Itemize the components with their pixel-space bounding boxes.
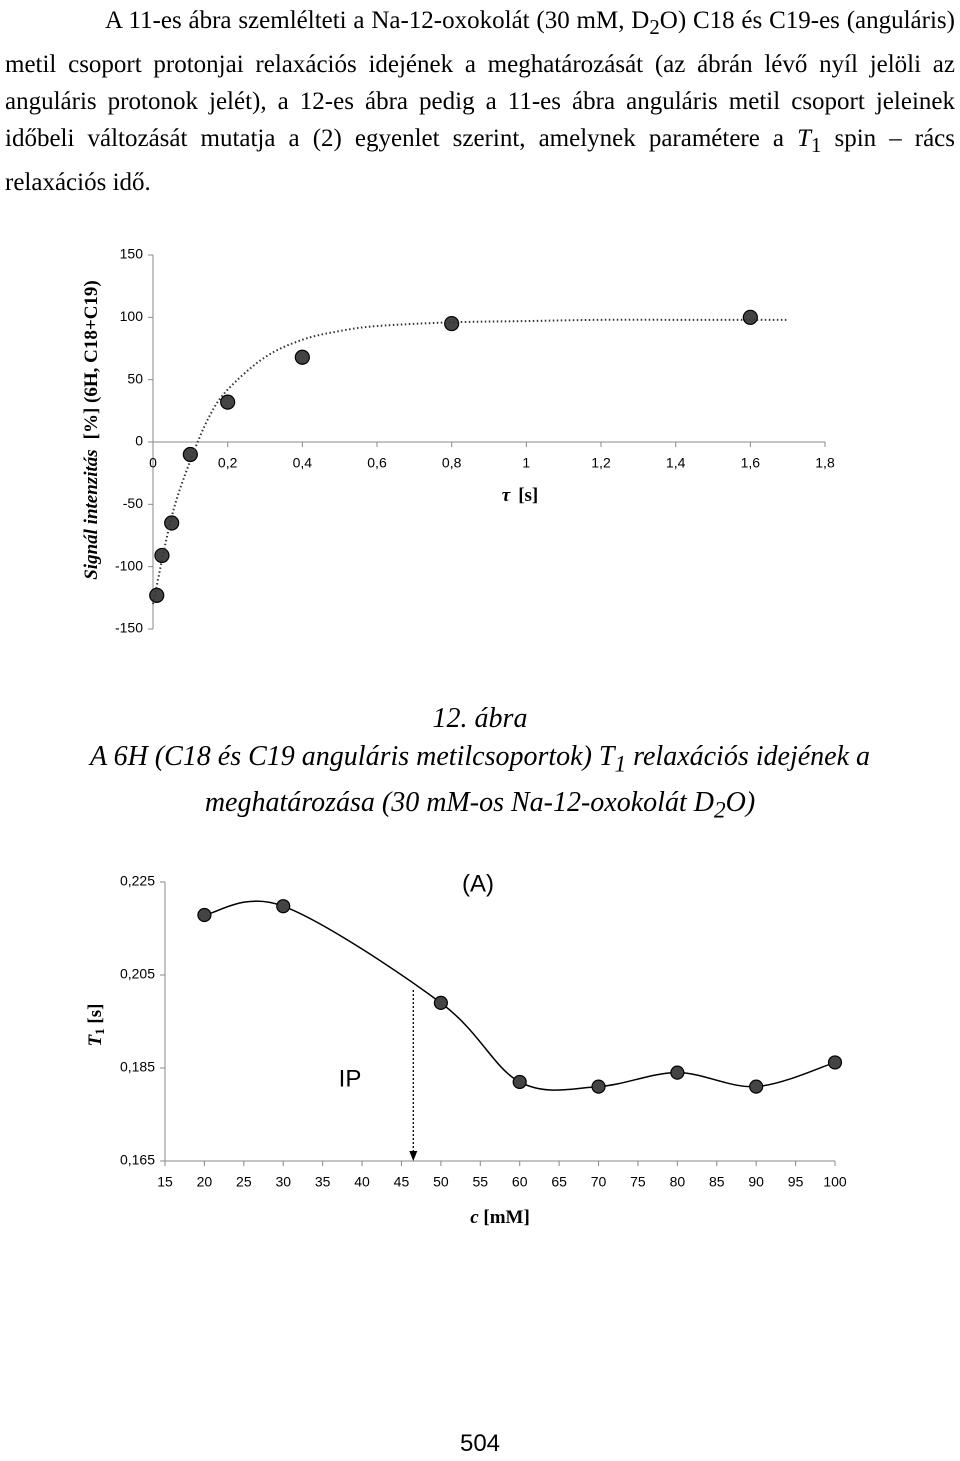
- x-tick-label: 95: [788, 1174, 804, 1190]
- fit-curve: [152, 318, 788, 605]
- annotation: (A): [462, 870, 494, 897]
- x-title-part: c: [470, 1207, 479, 1228]
- subscript: 2: [713, 797, 726, 824]
- ip-arrow-head: [409, 1151, 418, 1161]
- x-tick-label: 0,8: [442, 455, 462, 471]
- data-point: [182, 446, 198, 463]
- x-tick-label: 1: [522, 455, 530, 471]
- x-tick-label: 60: [512, 1174, 528, 1190]
- y-tick-label: -50: [123, 495, 143, 511]
- y-tick-label: 50: [127, 370, 143, 386]
- x-tick-label: 20: [197, 1174, 213, 1190]
- data-point: [827, 1055, 843, 1070]
- x-tick-label: 75: [630, 1174, 646, 1190]
- x-axis-title: c [mM]: [470, 1207, 530, 1228]
- x-tick-label: 1,4: [666, 455, 686, 471]
- x-tick-label: 0,4: [293, 455, 313, 471]
- y-title-part: T: [85, 1033, 106, 1046]
- caption-text: A 6H (C18 és C19 anguláris metilcsoporto…: [15, 738, 945, 829]
- page-number: 504: [459, 1430, 501, 1457]
- data-point: [742, 309, 758, 325]
- subscript: 1: [614, 751, 627, 778]
- x-tick-label: 0: [149, 455, 157, 471]
- x-title-part: [s]: [518, 485, 538, 506]
- text: A 6H (C18 és C19 anguláris metilcsoporto…: [89, 741, 615, 772]
- x-tick-label: 40: [354, 1174, 370, 1190]
- x-tick-label: 1,2: [591, 455, 611, 471]
- data-point: [294, 349, 310, 365]
- x-tick-label: 100: [823, 1174, 847, 1190]
- y-axis-title: T1 [s]: [85, 1004, 107, 1047]
- x-tick-label: 35: [315, 1174, 331, 1190]
- data-point: [220, 394, 236, 410]
- data-point: [149, 587, 165, 603]
- paragraph: A 11-es ábra szemlélteti a Na-12-oxokolá…: [5, 2, 955, 201]
- x-tick-label: 30: [275, 1174, 291, 1190]
- x-tick-label: 65: [551, 1174, 567, 1190]
- subscript: 1: [810, 133, 822, 157]
- x-tick-label: 1,8: [815, 455, 835, 471]
- y-tick-label: 150: [120, 246, 144, 262]
- line: [204, 900, 836, 1091]
- x-title-part: [mM]: [479, 1207, 530, 1228]
- y-tick-label: 0,165: [120, 1152, 155, 1168]
- y-title-part: [%] (6H, C18+C19): [81, 280, 102, 439]
- annotation: IP: [339, 1065, 362, 1092]
- x-tick-label: 15: [157, 1174, 173, 1190]
- data-point: [197, 907, 212, 923]
- data-point: [591, 1079, 606, 1094]
- text: A 11-es ábra szemlélteti a Na-12-oxokolá…: [105, 7, 650, 34]
- y-tick-label: -150: [115, 620, 143, 636]
- y-tick-label: 0: [135, 433, 143, 449]
- caption-title: 12. ábra: [432, 703, 528, 734]
- data-point: [749, 1079, 764, 1094]
- data-point: [512, 1074, 527, 1090]
- data-point: [276, 899, 291, 914]
- y-title-part: 1: [92, 1028, 107, 1035]
- x-tick-label: 70: [591, 1174, 607, 1190]
- y-tick-label: 0,185: [120, 1059, 155, 1075]
- y-title-part: [s]: [85, 1004, 106, 1029]
- data-point: [670, 1065, 685, 1080]
- text: relaxációs idejének a meghatározása (30 …: [204, 741, 871, 818]
- x-tick-label: 0,6: [367, 455, 387, 471]
- y-tick-label: 0,225: [120, 873, 155, 889]
- data-point: [433, 995, 448, 1011]
- text: spin – rács relaxációs idő.: [5, 125, 956, 196]
- x-tick-label: 80: [670, 1174, 686, 1190]
- subscript: 2: [649, 15, 660, 39]
- y-axis-title: Signál intenzitás [%] (6H, C18+C19): [81, 280, 102, 580]
- symbol: T: [797, 125, 811, 152]
- text: O): [725, 786, 756, 818]
- caption: 12. ábra A 6H (C18 és C19 anguláris metil…: [15, 700, 945, 829]
- x-tick-label: 55: [473, 1174, 489, 1190]
- data-point: [164, 515, 180, 531]
- text: O) C18 és C19-es (anguláris) metil csopo…: [5, 7, 955, 152]
- y-tick-label: 100: [120, 308, 144, 324]
- y-title-part: Signál intenzitás: [81, 449, 102, 579]
- x-title-part: τ: [502, 485, 511, 506]
- x-tick-label: 90: [748, 1174, 764, 1190]
- y-tick-label: -100: [115, 557, 143, 573]
- x-tick-label: 0,2: [218, 455, 238, 471]
- x-tick-label: 45: [394, 1174, 410, 1190]
- x-tick-label: 50: [433, 1174, 449, 1190]
- x-tick-label: 25: [236, 1174, 252, 1190]
- x-tick-label: 1,6: [741, 455, 761, 471]
- data-point: [444, 315, 460, 332]
- y-tick-label: 0,205: [120, 966, 155, 982]
- x-axis-title: τ [s]: [502, 485, 539, 506]
- x-tick-label: 85: [709, 1174, 725, 1190]
